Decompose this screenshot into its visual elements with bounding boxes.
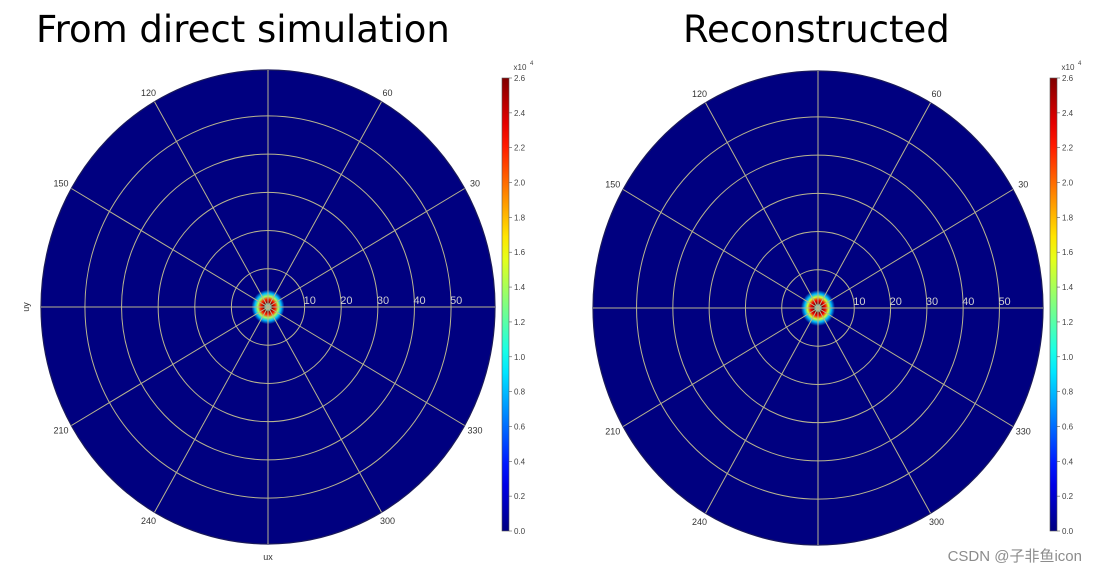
colorbar-tick-label: 1.0	[1062, 353, 1074, 362]
radial-tick-label: 30	[926, 296, 938, 308]
angular-tick-label: 300	[380, 516, 395, 526]
angular-tick-label: 240	[141, 516, 156, 526]
angular-tick-label: 30	[1018, 180, 1028, 190]
angular-grid-line	[154, 101, 269, 308]
radial-tick-label: 20	[340, 295, 352, 307]
colorbar-exponent-label: x10	[1062, 63, 1075, 72]
angular-grid-line	[267, 306, 382, 513]
colorbar-tick-label: 2.4	[1062, 109, 1074, 118]
angular-grid-line	[71, 188, 269, 308]
colorbar-tick-label: 0.2	[514, 492, 526, 501]
angular-grid-line	[154, 306, 269, 513]
angular-tick-label: 300	[929, 517, 944, 527]
angular-tick-label: 210	[605, 427, 620, 437]
angular-grid-line	[622, 189, 819, 309]
x-axis-label: ux	[263, 552, 273, 562]
angular-grid-line	[71, 306, 269, 426]
angular-tick-label: 60	[931, 89, 941, 99]
radial-tick-label: 30	[377, 295, 389, 307]
angular-grid-line	[267, 188, 465, 308]
colorbar-tick-label: 1.0	[514, 353, 526, 362]
colorbar-tick-label: 1.4	[514, 283, 526, 292]
colorbar-tick-label: 0.4	[514, 457, 526, 466]
colorbar	[501, 77, 510, 532]
angular-tick-label: 240	[692, 517, 707, 527]
angular-tick-label: 150	[605, 180, 620, 190]
radial-tick-label: 10	[853, 296, 865, 308]
radial-tick-label: 40	[413, 295, 425, 307]
radial-tick-label: 20	[890, 296, 902, 308]
colorbar-tick-label: 2.0	[1062, 179, 1074, 188]
watermark: CSDN @子非鱼icon	[947, 548, 1082, 565]
angular-grid-line	[705, 307, 819, 514]
colorbar-tick-label: 1.4	[1062, 283, 1074, 292]
angular-tick-label: 60	[382, 88, 392, 98]
radial-tick-label: 50	[450, 295, 462, 307]
angular-tick-label: 120	[692, 89, 707, 99]
angular-tick-label: 120	[141, 88, 156, 98]
angular-grid-line	[817, 307, 931, 514]
radial-tick-label: 40	[962, 296, 974, 308]
colorbar-exponent-label: x10	[514, 63, 527, 72]
colorbar-tick-label: 0.6	[514, 422, 526, 431]
angular-grid-line	[622, 307, 819, 427]
colorbar-tick-label: 2.6	[1062, 74, 1074, 83]
angular-grid-line	[267, 306, 465, 426]
colorbar	[1049, 77, 1058, 532]
colorbar-exponent-superscript: 4	[530, 61, 534, 67]
angular-grid-line	[817, 102, 931, 309]
colorbar-exponent-superscript: 4	[1078, 61, 1082, 67]
colorbar-tick-label: 0.4	[1062, 457, 1074, 466]
angular-grid-line	[817, 189, 1014, 309]
left-panel-title: From direct simulation	[36, 8, 450, 51]
angular-tick-label: 150	[54, 179, 69, 189]
angular-grid-line	[705, 102, 819, 309]
colorbar-tick-label: 1.6	[1062, 248, 1074, 257]
colorbar-tick-label: 2.4	[514, 109, 526, 118]
colorbar-tick-label: 0.2	[1062, 492, 1074, 501]
colorbar-tick-label: 0.8	[514, 388, 526, 397]
angular-grid-line	[817, 307, 1014, 427]
angular-tick-label: 210	[54, 426, 69, 436]
colorbar-tick-label: 0.0	[1062, 527, 1074, 536]
colorbar-tick-label: 1.8	[514, 213, 526, 222]
colorbar-tick-label: 1.8	[1062, 213, 1074, 222]
y-axis-label: uy	[21, 302, 31, 312]
colorbar-tick-label: 1.6	[514, 248, 526, 257]
angular-tick-label: 330	[467, 426, 482, 436]
colorbar-tick-label: 0.0	[514, 527, 526, 536]
right-panel-title: Reconstructed	[683, 8, 950, 51]
colorbar-tick-label: 2.6	[514, 74, 526, 83]
radial-tick-label: 50	[998, 296, 1010, 308]
colorbar-tick-label: 2.2	[514, 144, 526, 153]
angular-tick-label: 30	[470, 179, 480, 189]
colorbar-tick-label: 1.2	[514, 318, 526, 327]
angular-tick-label: 330	[1016, 427, 1031, 437]
colorbar-tick-label: 2.2	[1062, 144, 1074, 153]
colorbar-tick-label: 1.2	[1062, 318, 1074, 327]
colorbar-tick-label: 0.8	[1062, 388, 1074, 397]
colorbar-tick-label: 0.6	[1062, 422, 1074, 431]
colorbar-tick-label: 2.0	[514, 179, 526, 188]
radial-tick-label: 10	[304, 295, 316, 307]
angular-grid-line	[267, 101, 382, 308]
